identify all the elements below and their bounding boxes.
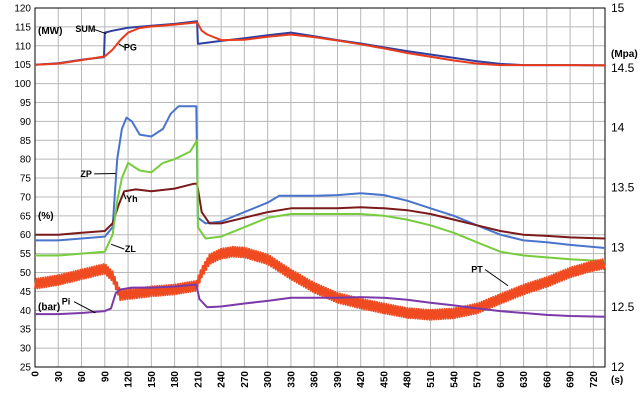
x-tick-label: 210 (193, 371, 204, 388)
x-tick-label: 30 (54, 371, 65, 383)
x-tick-label: 660 (542, 371, 553, 388)
x-tick-label: 600 (496, 371, 507, 388)
annotation-pg: PG (124, 42, 137, 52)
series-lines (34, 20, 606, 321)
x-tick-label: 150 (147, 371, 158, 388)
series-line-zp (35, 105, 606, 249)
right-tick-label: 14 (611, 121, 625, 135)
x-tick-label: 300 (263, 371, 274, 388)
x-tick-label: 720 (589, 371, 600, 388)
x-tick-label: 450 (379, 371, 390, 388)
x-tick-label: 540 (449, 371, 460, 388)
left-tick-label: 90 (20, 117, 32, 128)
left-tick-label: 25 (20, 363, 32, 374)
left-tick-label: 50 (20, 268, 32, 279)
series-annotations: SUM PG ZP Yh ZL PT Pi (62, 24, 509, 314)
left-tick-label: 100 (14, 79, 31, 90)
annotation-sum: SUM (75, 24, 95, 34)
annotation-pt: PT (471, 265, 483, 275)
x-tick-label: 120 (124, 371, 135, 388)
x-tick-label: 510 (426, 371, 437, 388)
left-tick-label: 35 (20, 325, 32, 336)
x-tick-label: 420 (356, 371, 367, 388)
left-tick-label: 95 (20, 98, 32, 109)
x-tick-label: 330 (286, 371, 297, 388)
series-line-pt (34, 245, 606, 321)
annotation-leader-line (118, 43, 125, 48)
left-tick-label: 80 (20, 155, 32, 166)
x-axis-ticks: 0 30 60 90 120 150 180 210 240 270 300 330 360 390 420… (31, 371, 600, 388)
right-tick-label: 14.5 (611, 61, 635, 75)
gridlines (34, 7, 605, 368)
left-tick-label: 120 (14, 4, 31, 15)
left-tick-label: 55 (20, 249, 32, 260)
annotation-zl: ZL (125, 244, 136, 254)
series-line-sum (34, 20, 606, 67)
annotation-yh: Yh (126, 194, 138, 204)
x-tick-label: 690 (566, 371, 577, 388)
annotation-leader-line (110, 243, 125, 250)
left-tick-label: 30 (20, 344, 32, 355)
left-tick-label: 60 (20, 230, 32, 241)
x-unit-label: (s) (611, 375, 623, 386)
right-tick-label: 13.5 (611, 181, 635, 195)
x-tick-label: 60 (77, 371, 88, 383)
right-tick-label: 12 (611, 360, 625, 374)
right-axis-ticks: 12 12.5 13 13.5 14 14.5 15 (611, 1, 635, 374)
left-tick-label: 115 (15, 22, 31, 33)
right-tick-label: 15 (611, 1, 625, 15)
left-tick-label: 110 (15, 41, 31, 52)
x-tick-label: 240 (217, 371, 228, 388)
x-tick-label: 180 (170, 371, 181, 388)
left-tick-label: 65 (20, 211, 32, 222)
right-tick-label: 12.5 (611, 300, 635, 314)
right-tick-label: 13 (611, 240, 625, 254)
x-tick-label: 630 (519, 371, 530, 388)
x-tick-label: 390 (333, 371, 344, 388)
annotation-pi: Pi (62, 297, 71, 307)
left-tick-label: 45 (20, 287, 32, 298)
x-tick-label: 480 (403, 371, 414, 388)
series-line-zl (35, 139, 606, 263)
left-tick-label: 75 (20, 174, 32, 185)
x-tick-label: 360 (310, 371, 321, 388)
series-line-pg (34, 21, 606, 67)
series-line-pi (35, 283, 606, 318)
x-tick-label: 0 (31, 371, 42, 377)
left-tick-label: 40 (20, 306, 32, 317)
annotation-zp: ZP (80, 169, 92, 179)
left-axis-ticks: 25 30 35 40 45 50 55 60 65 70 75 80 85 90 95 100 105 110 1… (14, 4, 31, 374)
x-tick-label: 90 (100, 371, 111, 383)
left-tick-label: 70 (20, 192, 32, 203)
left-tick-label: 105 (14, 60, 31, 71)
series-line-yh (35, 182, 606, 240)
annotation-leader-line (73, 301, 96, 314)
percent-unit-label: (%) (38, 211, 54, 222)
plot-area-frame (34, 7, 606, 368)
annotation-leader-line (93, 28, 107, 35)
mw-unit-label: (MW) (38, 26, 62, 37)
x-tick-label: 270 (240, 371, 251, 388)
annotation-leader-line (122, 192, 127, 200)
left-tick-label: 85 (20, 136, 32, 147)
mpa-unit-label: (Mpa) (611, 49, 638, 60)
annotation-leader-line (484, 269, 509, 287)
bar-unit-label: (bar) (38, 302, 60, 313)
x-tick-label: 570 (473, 371, 484, 388)
